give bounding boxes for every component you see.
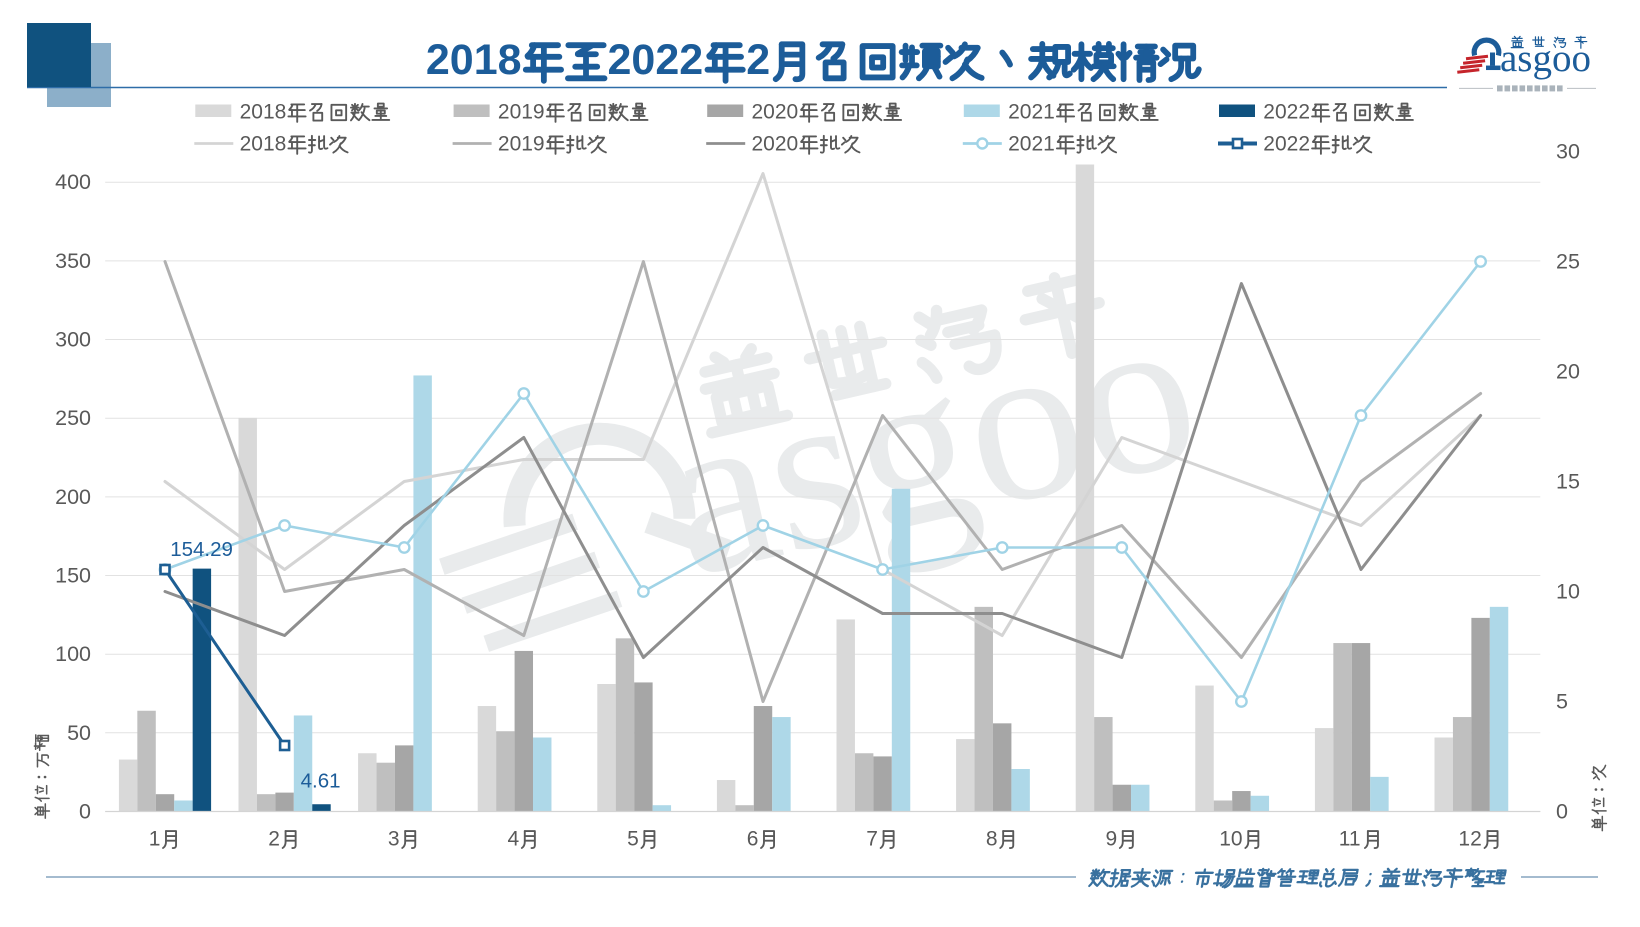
svg-text:100: 100 (55, 642, 91, 666)
svg-text:2018: 2018 (426, 36, 522, 84)
svg-text:8: 8 (986, 828, 998, 851)
svg-text:10: 10 (1219, 828, 1242, 851)
svg-text:400: 400 (55, 170, 91, 194)
svg-text:12: 12 (1458, 828, 1481, 851)
svg-text:2018: 2018 (240, 101, 287, 124)
svg-text:2021: 2021 (1008, 133, 1055, 156)
svg-text:2022: 2022 (1263, 133, 1310, 156)
svg-text:350: 350 (55, 249, 91, 273)
svg-text:1: 1 (149, 828, 161, 851)
svg-text:2020: 2020 (752, 133, 799, 156)
svg-text:5: 5 (627, 828, 639, 851)
svg-text:2018: 2018 (240, 133, 287, 156)
svg-text:50: 50 (67, 721, 91, 745)
svg-text:30: 30 (1556, 140, 1580, 164)
svg-text:2019: 2019 (498, 133, 545, 156)
svg-text:10: 10 (1556, 580, 1580, 604)
svg-text:6: 6 (747, 828, 759, 851)
svg-text:2020: 2020 (752, 101, 799, 124)
svg-text:2022: 2022 (608, 36, 704, 84)
svg-text:2021: 2021 (1008, 101, 1055, 124)
svg-text:9: 9 (1106, 828, 1118, 851)
svg-text:15: 15 (1556, 470, 1580, 494)
svg-text:2019: 2019 (498, 101, 545, 124)
svg-text:0: 0 (1556, 800, 1568, 824)
svg-text:4.61: 4.61 (301, 770, 341, 793)
svg-text:250: 250 (55, 406, 91, 430)
svg-text:5: 5 (1556, 690, 1568, 714)
svg-text:0: 0 (79, 800, 91, 824)
svg-text:2022: 2022 (1263, 101, 1310, 124)
svg-text:4: 4 (508, 828, 520, 851)
svg-text:20: 20 (1556, 360, 1580, 384)
svg-text:300: 300 (55, 328, 91, 352)
svg-text:11: 11 (1339, 828, 1361, 851)
svg-text:2: 2 (268, 828, 280, 851)
svg-text:25: 25 (1556, 250, 1580, 274)
svg-text:2: 2 (746, 36, 770, 84)
svg-text:200: 200 (55, 485, 91, 509)
svg-text:asgoo: asgoo (1500, 37, 1591, 80)
svg-text:7: 7 (866, 828, 878, 851)
svg-text:154.29: 154.29 (170, 538, 233, 561)
svg-text:3: 3 (388, 828, 400, 851)
svg-text:150: 150 (55, 564, 91, 588)
